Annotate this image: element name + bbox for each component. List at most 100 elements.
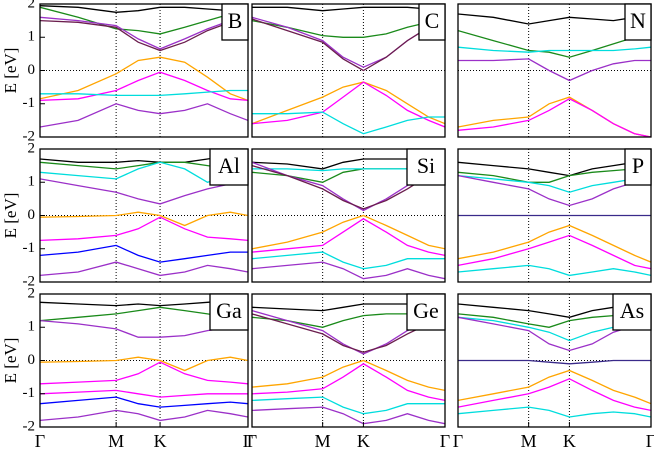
band xyxy=(458,96,651,137)
x-tick-label: K xyxy=(154,431,167,451)
band xyxy=(40,356,248,372)
y-tick-label: -2 xyxy=(23,418,36,434)
band xyxy=(252,214,445,250)
band xyxy=(458,406,651,418)
panel-label: C xyxy=(425,8,440,33)
frame xyxy=(251,293,446,428)
panel: -2 -1 0 1 2 Γ M K Γ E [eV] Ga xyxy=(1,285,253,451)
x-tick-label: Γ xyxy=(440,431,450,451)
band xyxy=(252,218,445,257)
label-box xyxy=(209,293,249,331)
x-tick-label: Γ xyxy=(646,431,654,451)
plot-area xyxy=(252,4,445,137)
x-tick-label: M xyxy=(521,431,537,451)
label-box xyxy=(624,148,652,186)
band xyxy=(252,396,445,415)
band xyxy=(252,81,445,128)
y-tick-label: 2 xyxy=(28,285,36,301)
plot-area xyxy=(252,294,445,427)
panel: -2 -1 0 1 2 E [eV] B xyxy=(1,0,249,144)
y-tick-label: 1 xyxy=(28,319,36,335)
label-box xyxy=(612,293,652,331)
band xyxy=(458,158,651,177)
band xyxy=(40,71,248,102)
label-box xyxy=(406,293,446,331)
band xyxy=(252,251,445,270)
y-tick-label: 0 xyxy=(28,62,36,78)
plot-area xyxy=(40,4,248,137)
label-box xyxy=(418,3,446,41)
band xyxy=(252,261,445,280)
x-tick-label: Γ xyxy=(35,431,45,451)
band xyxy=(40,361,248,385)
y-axis-label: E [eV] xyxy=(1,338,20,384)
band xyxy=(458,46,651,53)
band xyxy=(252,6,445,12)
y-axis-label: E [eV] xyxy=(1,193,20,239)
label-box xyxy=(406,148,446,186)
band xyxy=(252,406,445,425)
x-tick-label: Γ xyxy=(247,431,257,451)
panel-label: P xyxy=(632,153,644,178)
panel-label: Si xyxy=(417,153,435,178)
y-tick-label: -1 xyxy=(23,240,36,256)
label-box xyxy=(221,3,249,41)
frame xyxy=(251,3,446,138)
band xyxy=(458,369,651,405)
y-tick-label: 1 xyxy=(28,29,36,45)
x-tick-label: Γ xyxy=(243,431,253,451)
x-tick-label: M xyxy=(108,431,124,451)
band xyxy=(458,234,651,270)
band xyxy=(252,81,445,125)
plot-area xyxy=(458,149,651,282)
band xyxy=(40,56,248,102)
band xyxy=(40,409,248,422)
band xyxy=(458,98,651,137)
band xyxy=(458,13,651,25)
panel: Γ M K Γ As xyxy=(453,293,654,451)
frame xyxy=(39,3,249,138)
panel: -2 -1 0 1 2 E [eV] Al xyxy=(1,140,249,289)
y-axis-label: E [eV] xyxy=(1,48,20,94)
band xyxy=(40,216,248,242)
panel: Si xyxy=(251,148,446,283)
panel-label: As xyxy=(620,298,644,323)
panel-label: N xyxy=(630,8,646,33)
band xyxy=(458,264,651,277)
band xyxy=(40,89,248,97)
y-tick-label: 1 xyxy=(28,174,36,190)
panel: P xyxy=(457,148,652,283)
panel-label: Ga xyxy=(216,298,242,323)
band xyxy=(458,174,651,193)
panel-label: Ge xyxy=(413,298,439,323)
frame xyxy=(457,293,652,428)
plot-area xyxy=(252,149,445,282)
x-tick-label: Γ xyxy=(453,431,463,451)
panel: Γ M K Γ Ge xyxy=(247,293,450,451)
band xyxy=(40,389,248,398)
panel: C xyxy=(251,3,446,138)
y-tick-label: -2 xyxy=(23,273,36,289)
band xyxy=(40,5,248,13)
y-tick-label: 2 xyxy=(28,0,36,11)
panel-label: B xyxy=(228,8,243,33)
y-tick-label: -1 xyxy=(23,95,36,111)
band xyxy=(40,211,248,227)
y-tick-label: 2 xyxy=(28,140,36,156)
x-tick-label: K xyxy=(357,431,370,451)
band xyxy=(458,29,651,58)
x-tick-label: K xyxy=(563,431,576,451)
band xyxy=(458,359,651,365)
y-tick-label: -2 xyxy=(23,128,36,144)
band xyxy=(458,378,651,412)
band xyxy=(458,224,651,263)
band xyxy=(252,111,445,135)
label-box xyxy=(624,3,652,41)
band xyxy=(40,261,248,277)
y-tick-label: 0 xyxy=(28,207,36,223)
frame xyxy=(457,148,652,283)
label-box xyxy=(209,148,249,186)
y-tick-label: -1 xyxy=(23,385,36,401)
x-tick-label: M xyxy=(315,431,331,451)
